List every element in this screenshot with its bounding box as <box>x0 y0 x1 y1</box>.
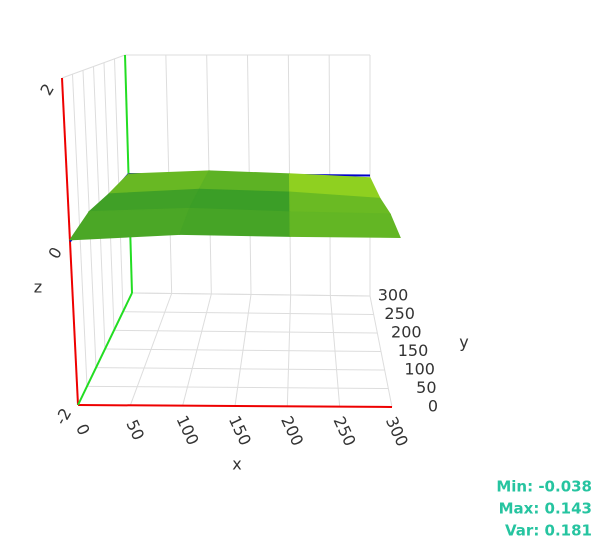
x-tick-label: 100 <box>173 412 203 448</box>
x-tick-label: 0 <box>72 421 94 438</box>
stat-min: Min: -0.038 <box>496 478 592 496</box>
x-tick-label: 200 <box>277 413 307 449</box>
stat-var: Var: 0.181 <box>505 522 592 540</box>
grid-line <box>86 385 389 389</box>
x-tick-label: 50 <box>122 417 148 443</box>
y-axis-title: y <box>459 333 468 352</box>
grid-line <box>61 54 126 79</box>
x-tick-label: 300 <box>382 414 412 450</box>
y-tick-label: 300 <box>378 286 409 305</box>
y-tick-label: 100 <box>404 360 435 379</box>
z-tick-label: 0 <box>44 244 66 262</box>
y-axis-line <box>77 292 133 406</box>
stat-max: Max: 0.143 <box>499 500 592 518</box>
x-tick-label: 250 <box>330 413 360 449</box>
z-axis-title: z <box>34 278 42 297</box>
surface-patch <box>289 211 401 239</box>
z-tick-label: -2 <box>51 405 75 428</box>
x-axis-line <box>77 404 393 408</box>
x-tick-label: 150 <box>225 413 255 449</box>
grid-line <box>113 329 378 334</box>
y-tick-label: 150 <box>398 341 429 360</box>
grid-line <box>104 348 382 352</box>
surface-patch <box>68 207 191 241</box>
grid-line <box>122 311 374 315</box>
z-tick-label: 2 <box>36 80 58 98</box>
x-axis-title: x <box>232 455 241 474</box>
grid-line <box>95 367 385 371</box>
y-tick-label: 250 <box>384 304 415 323</box>
y-tick-label: 200 <box>391 323 422 342</box>
y-tick-label: 0 <box>428 397 438 416</box>
surface-patch <box>198 170 291 193</box>
grid-line <box>131 292 371 297</box>
surface-patch <box>179 207 291 237</box>
y-tick-label: 50 <box>416 378 436 397</box>
